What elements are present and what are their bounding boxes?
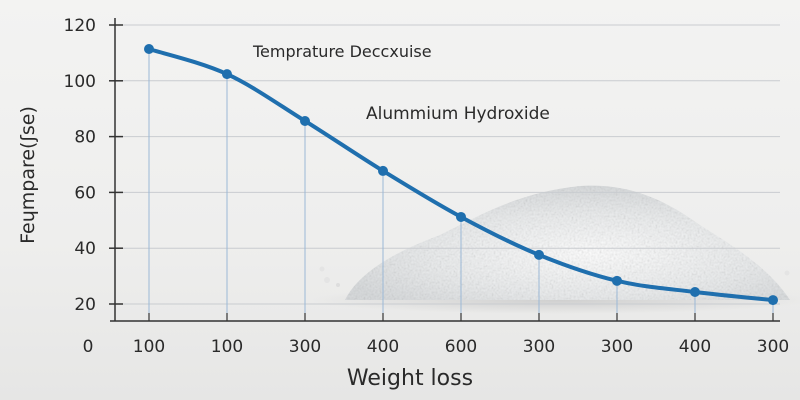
data-point xyxy=(378,165,388,176)
x-axis-label: Weight loss xyxy=(347,366,473,391)
drop-lines xyxy=(148,48,774,321)
grid-lines xyxy=(115,24,780,305)
x-tick-label: 400 xyxy=(679,337,711,357)
x-origin-label: 0 xyxy=(83,337,94,357)
powder-pile-image xyxy=(310,185,800,314)
data-point xyxy=(456,211,466,222)
data-point xyxy=(690,287,700,298)
y-axis-label: Feɥmpare(ʃse) xyxy=(17,106,39,244)
x-tick-label: 100 xyxy=(133,337,165,357)
x-tick-label: 300 xyxy=(289,337,321,357)
data-point xyxy=(534,249,544,260)
x-tick-label: 300 xyxy=(757,337,789,357)
annotation-aluminium-hydroxide: Alummium Hydroxide xyxy=(366,104,550,124)
y-tick-label: 80 xyxy=(74,128,96,148)
x-tick-label: 100 xyxy=(211,337,243,357)
data-point xyxy=(144,43,154,54)
data-point xyxy=(300,115,310,126)
data-point xyxy=(768,295,778,306)
x-tick-label: 300 xyxy=(523,337,555,357)
x-tick-label: 600 xyxy=(445,337,477,357)
x-tick-label: 300 xyxy=(601,337,633,357)
data-points xyxy=(144,43,778,306)
y-tick-label: 60 xyxy=(74,183,96,203)
axes xyxy=(110,18,780,322)
x-tick-label: 400 xyxy=(367,337,399,357)
data-point xyxy=(612,275,622,286)
y-tick-label: 120 xyxy=(64,16,96,36)
x-ticks: 100 100 300 400 600 300 300 400 300 xyxy=(133,313,789,357)
y-tick-label: 100 xyxy=(64,72,96,92)
data-point xyxy=(222,69,232,80)
y-tick-label: 20 xyxy=(74,295,96,315)
y-tick-label: 40 xyxy=(74,239,96,259)
y-ticks: 20 40 60 80 100 120 xyxy=(64,16,123,315)
annotation-temperature: Temprature Deccxuise xyxy=(252,42,432,61)
